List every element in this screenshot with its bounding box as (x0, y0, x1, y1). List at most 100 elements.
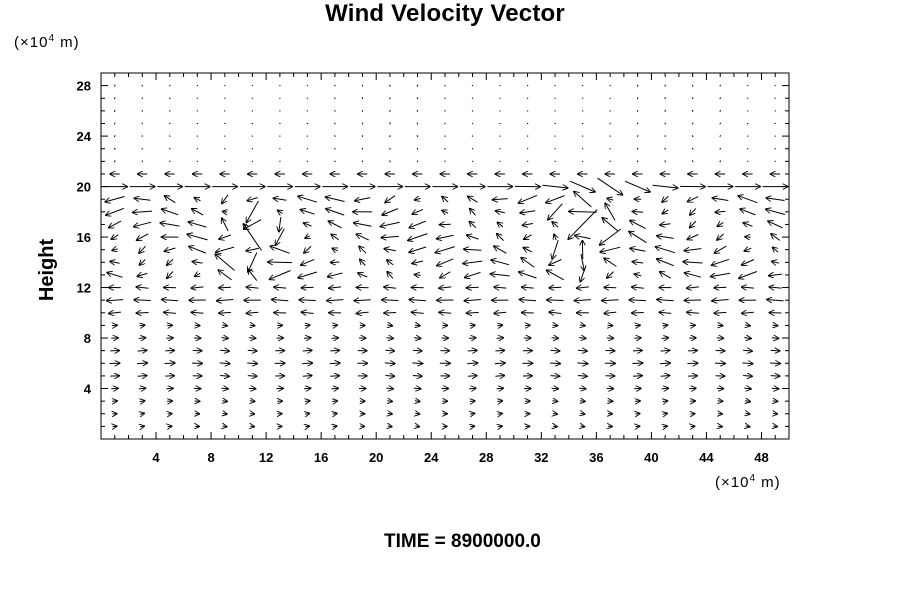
wind-vector (412, 208, 424, 214)
wind-vector (521, 258, 535, 268)
wind-vector (773, 401, 778, 402)
wind-vector (140, 426, 144, 427)
wind-vector (353, 223, 372, 227)
x-tick-label: 48 (754, 450, 768, 465)
wind-vector (109, 312, 121, 313)
wind-vector (437, 258, 454, 266)
wind-vector (326, 209, 345, 216)
wind-vector (356, 312, 369, 313)
wind-vector (770, 350, 780, 351)
wind-vector (416, 122, 419, 125)
wind-vector (609, 97, 611, 100)
wind-vector (298, 196, 318, 203)
wind-vector (660, 350, 670, 351)
wind-vector (274, 287, 287, 288)
wind-vector (471, 160, 474, 163)
wind-vector (389, 97, 391, 100)
wind-vector (222, 194, 229, 204)
wind-vector (661, 338, 669, 339)
wind-vector (581, 253, 584, 271)
wind-vector (569, 211, 597, 212)
wind-vector (167, 401, 172, 402)
wind-vector (168, 135, 171, 137)
wind-vector (551, 388, 559, 389)
wind-vector (331, 234, 340, 241)
wind-vector (495, 211, 505, 213)
wind-vector (552, 222, 559, 227)
wind-vector (684, 273, 702, 278)
wind-vector (139, 245, 146, 253)
wind-vector (711, 258, 730, 265)
wind-vector (553, 325, 558, 326)
wind-vector (137, 350, 147, 351)
wind-vector (636, 109, 639, 112)
wind-vector (579, 338, 586, 339)
wind-vector (577, 350, 587, 351)
wind-vector (717, 233, 724, 240)
wind-vector (413, 388, 421, 389)
wind-vector (569, 180, 595, 192)
wind-vector (766, 209, 786, 215)
wind-vector (690, 220, 697, 228)
wind-vector (632, 262, 644, 263)
wind-vector (113, 97, 116, 100)
x-tick-label: 4 (152, 450, 160, 465)
wind-vector (192, 262, 203, 264)
wind-vector (166, 388, 173, 389)
wind-vector (663, 325, 668, 326)
wind-vector (549, 312, 562, 313)
wind-vector (602, 300, 619, 301)
wind-vector (305, 236, 310, 239)
wind-vector (113, 135, 116, 138)
wind-vector (691, 160, 694, 163)
wind-vector (215, 254, 235, 271)
wind-vector (519, 300, 537, 301)
wind-vector (136, 287, 149, 288)
wind-vector (523, 248, 533, 252)
wind-vector (744, 388, 751, 389)
wind-vector (439, 287, 452, 288)
wind-vector (662, 210, 669, 214)
wind-vector (632, 376, 642, 377)
wind-vector (773, 426, 777, 427)
wind-vector (494, 363, 505, 364)
wind-vector (250, 325, 255, 326)
wind-vector (634, 338, 641, 339)
wind-vector (168, 97, 171, 100)
wind-vector (328, 221, 342, 229)
wind-vector (415, 401, 420, 402)
wind-vector (496, 388, 504, 389)
wind-vector (768, 221, 783, 229)
wind-vector (334, 160, 336, 163)
wind-vector (330, 262, 340, 263)
wind-vector (636, 160, 639, 163)
y-tick-label: 24 (77, 129, 92, 144)
wind-vector (659, 363, 670, 364)
wind-vector (275, 228, 285, 246)
wind-vector (609, 110, 611, 112)
wind-vector (331, 338, 339, 339)
wind-vector (712, 198, 729, 201)
wind-vector (743, 350, 752, 351)
wind-vector (161, 300, 179, 301)
wind-vector (519, 272, 537, 279)
wind-vector (250, 401, 255, 402)
wind-vector (334, 109, 336, 112)
wind-vector (609, 160, 611, 163)
wind-vector (497, 222, 503, 227)
wind-vector (268, 262, 293, 263)
wind-vector (771, 388, 779, 389)
wind-vector (113, 122, 116, 125)
wind-vector (137, 273, 148, 276)
wind-vector (329, 363, 340, 364)
wind-vector (247, 363, 257, 364)
wind-vector (652, 185, 678, 188)
wind-vector (743, 223, 753, 227)
x-tick-label: 12 (259, 450, 273, 465)
plot-frame (100, 72, 790, 440)
wind-vector (301, 312, 314, 313)
wind-vector (580, 401, 585, 402)
x-tick-label: 36 (589, 450, 603, 465)
wind-vector (574, 300, 592, 301)
